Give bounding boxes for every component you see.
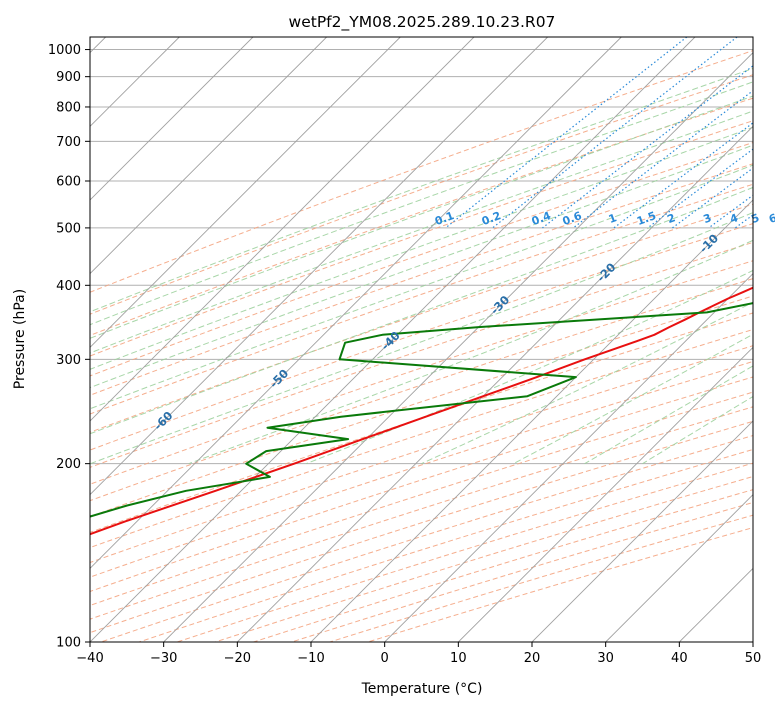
temperature-profile bbox=[90, 286, 753, 536]
x-tick-label: 0 bbox=[381, 651, 389, 666]
y-tick-label: 500 bbox=[56, 221, 81, 236]
isotherm-line bbox=[90, 37, 254, 201]
moist-adiabat-line bbox=[90, 110, 753, 354]
mixing-ratio-label: 1.5 bbox=[635, 209, 658, 228]
y-tick-label: 800 bbox=[56, 100, 81, 115]
moist-adiabat-line bbox=[90, 164, 753, 410]
mixing-ratio-line bbox=[492, 37, 738, 229]
mixing-ratio-label: 1 bbox=[607, 211, 619, 226]
x-tick-label: 50 bbox=[745, 651, 762, 666]
dry-adiabat-line bbox=[90, 163, 753, 396]
dry-adiabat-line bbox=[90, 376, 753, 592]
isotherm-line bbox=[90, 37, 622, 569]
dry-adiabat-line bbox=[90, 345, 753, 564]
mixing-ratio-label: 0.2 bbox=[480, 209, 503, 228]
mixing-ratio-line bbox=[672, 167, 753, 229]
dry-adiabat-line bbox=[90, 278, 753, 502]
x-tick-label: 30 bbox=[597, 651, 614, 666]
mixing-ratio-label: 3 bbox=[702, 211, 714, 226]
dry-adiabat-line bbox=[90, 391, 753, 607]
dry-adiabat-line bbox=[90, 142, 753, 377]
mixing-ratio-label: 4 bbox=[728, 211, 740, 226]
dewpoint-profile bbox=[90, 302, 753, 518]
mixing-ratio-label: 0.6 bbox=[561, 209, 584, 228]
y-tick-label: 900 bbox=[56, 70, 81, 85]
y-tick-label: 200 bbox=[56, 457, 81, 472]
dry-adiabat-line bbox=[90, 241, 753, 468]
mixing-ratio-label: 6 bbox=[767, 211, 775, 226]
mixing-ratio-label: 2 bbox=[665, 211, 677, 226]
y-axis: 100 200 300 400 500 600 700 800 900 1000 bbox=[48, 43, 90, 651]
isotherm-line bbox=[163, 52, 753, 642]
dry-adiabat-line bbox=[90, 328, 753, 549]
moist-adiabat-line bbox=[90, 211, 753, 465]
isotherm-line bbox=[458, 346, 753, 642]
isotherm-line bbox=[605, 494, 753, 642]
mixing-ratio-label: 0.1 bbox=[433, 209, 456, 228]
y-tick-label: 600 bbox=[56, 174, 81, 189]
isotherm-line bbox=[90, 37, 548, 496]
mixing-ratio-line bbox=[542, 65, 753, 229]
isotherm-line bbox=[384, 273, 753, 642]
moist-adiabat-line bbox=[90, 144, 753, 389]
x-tick-label: −30 bbox=[150, 651, 177, 666]
y-tick-label: 100 bbox=[56, 636, 81, 651]
moist-adiabat-line bbox=[90, 126, 753, 370]
x-axis: −40 −30 −20 −10 0 10 20 30 40 50 bbox=[76, 642, 761, 666]
background-lines bbox=[90, 37, 753, 642]
x-axis-title: Temperature (°C) bbox=[361, 681, 483, 697]
isotherm-line bbox=[90, 37, 696, 642]
isotherm-line bbox=[90, 37, 475, 422]
x-tick-label: −10 bbox=[297, 651, 324, 666]
plot-frame bbox=[89, 36, 754, 643]
isotherm-line bbox=[531, 420, 753, 642]
dry-adiabat-line bbox=[90, 360, 753, 578]
moist-adiabat-line bbox=[90, 81, 753, 326]
y-tick-label: 700 bbox=[56, 135, 81, 150]
x-tick-label: 10 bbox=[450, 651, 467, 666]
isotherm-line bbox=[90, 37, 401, 348]
x-tick-label: −40 bbox=[76, 651, 103, 666]
isotherm-line bbox=[310, 199, 753, 642]
mixing-ratio-label: 0.4 bbox=[530, 209, 553, 228]
moist-adiabat-line bbox=[421, 301, 753, 465]
x-tick-label: 20 bbox=[524, 651, 541, 666]
y-tick-label: 300 bbox=[56, 353, 81, 368]
moist-adiabat-line bbox=[90, 95, 753, 339]
moist-adiabat-line bbox=[90, 67, 753, 313]
isotherm-line bbox=[90, 37, 327, 275]
mixing-ratio-label: 5 bbox=[749, 211, 761, 226]
x-tick-label: 40 bbox=[671, 651, 688, 666]
moist-adiabat-line bbox=[188, 239, 753, 465]
x-tick-label: −20 bbox=[224, 651, 251, 666]
chart-title: wetPf2_YM08.2025.289.10.23.R07 bbox=[289, 13, 556, 32]
dry-adiabat-line bbox=[90, 97, 753, 336]
profile-lines bbox=[90, 286, 753, 536]
dry-adiabat-line bbox=[90, 312, 753, 533]
moist-adiabat-line bbox=[305, 269, 753, 465]
dry-adiabat-line bbox=[90, 50, 753, 293]
y-tick-label: 400 bbox=[56, 279, 81, 294]
dry-adiabat-line bbox=[90, 295, 753, 518]
plot-background bbox=[90, 37, 753, 642]
y-axis-title: Pressure (hPa) bbox=[12, 289, 28, 389]
isotherm-line bbox=[237, 125, 753, 642]
dry-adiabat-line bbox=[90, 260, 753, 485]
mixing-ratio-line bbox=[572, 89, 753, 229]
y-tick-label: 1000 bbox=[48, 43, 81, 58]
